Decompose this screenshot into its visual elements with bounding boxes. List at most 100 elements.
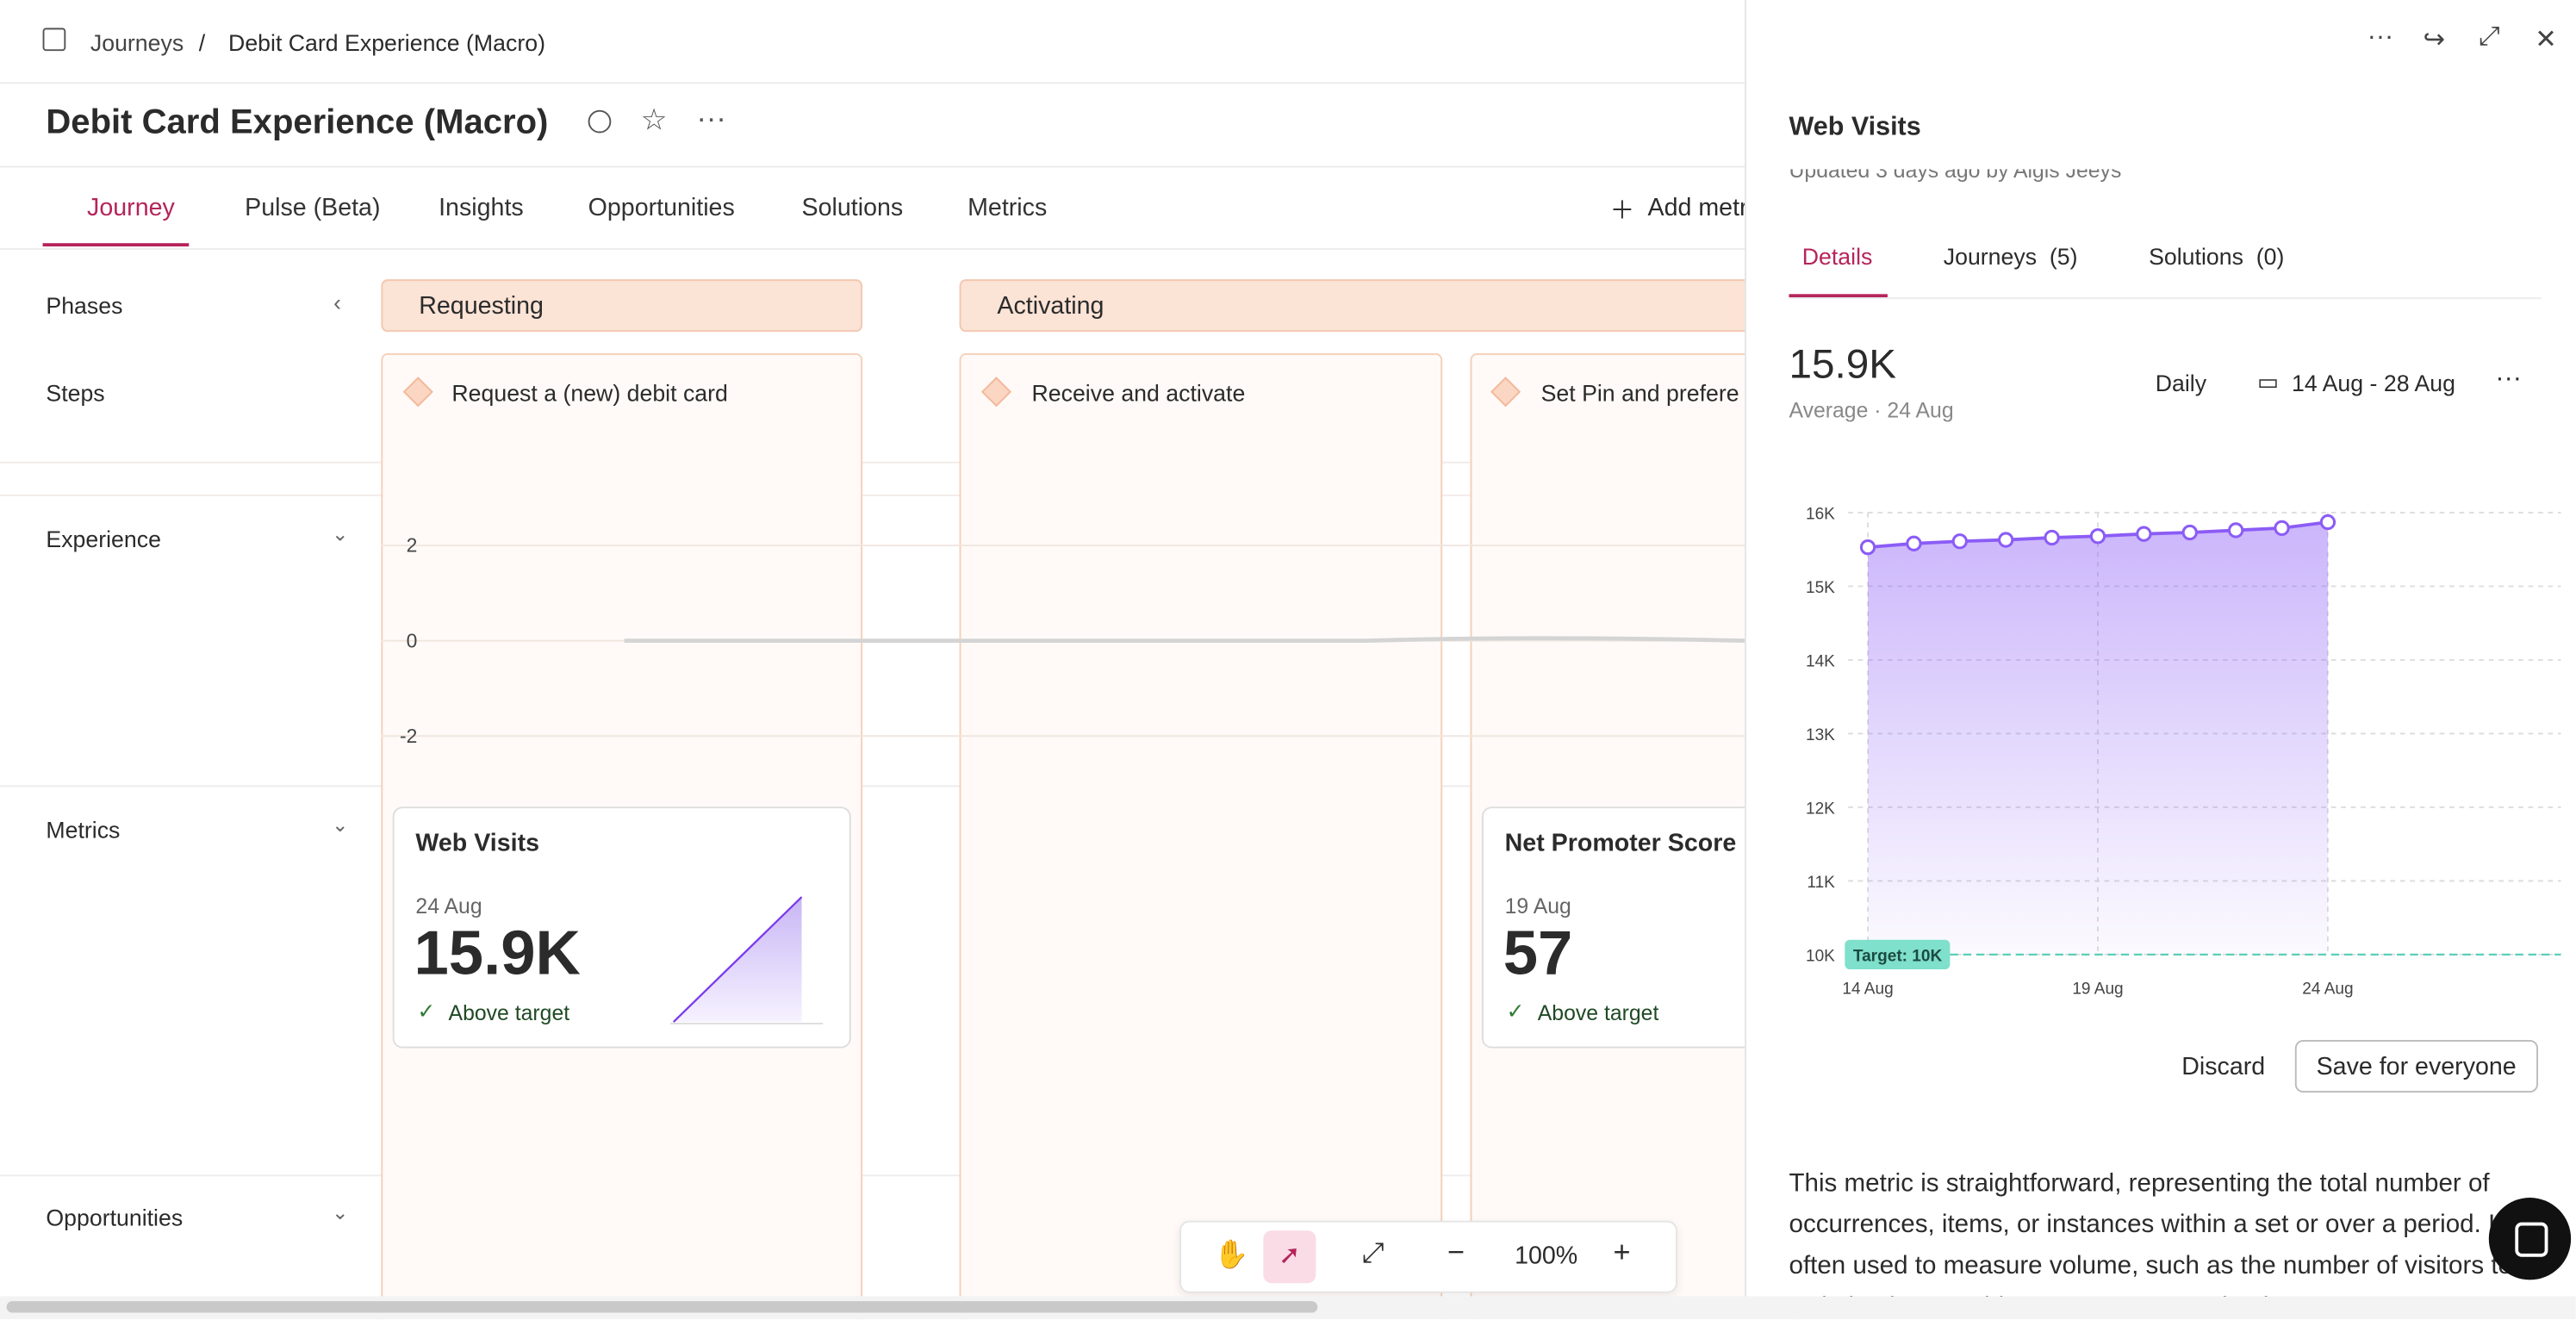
card-date: 24 Aug <box>415 893 482 918</box>
y-tick-label: 12K <box>1806 800 1835 819</box>
row-label: Metrics <box>46 816 121 844</box>
more-icon[interactable]: ··· <box>696 102 726 135</box>
calendar-icon: ▭ <box>2256 368 2280 395</box>
chat-button[interactable] <box>2488 1198 2572 1280</box>
y-tick-label: 15K <box>1806 579 1835 597</box>
card-value: 15.9K <box>414 919 581 989</box>
save-button[interactable]: Save for everyone <box>2294 1040 2538 1093</box>
select-tool[interactable]: ➚ <box>1263 1230 1316 1284</box>
area <box>1868 522 2328 955</box>
scrollbar <box>0 1296 2576 1320</box>
step[interactable]: Set Pin and prefere <box>1540 379 1739 406</box>
toolbar: ✋ ➚ ⤢ − 100% + <box>1179 1220 1677 1293</box>
chevron[interactable]: ⌄ <box>332 1200 349 1224</box>
info-icon[interactable] <box>588 109 612 134</box>
line-chart: 10K 11K 12K 13K 14K 15K 16K 14 Aug 19 Aug 24 Aug T… <box>1806 506 2561 999</box>
zoom-level: 100% <box>1515 1242 1578 1270</box>
panel-tab[interactable]: Solutions (0) <box>2149 243 2285 270</box>
y-tick-label: 16K <box>1806 506 1835 524</box>
expand-icon[interactable]: ⤢ <box>2479 22 2500 52</box>
target-badge <box>1845 939 1951 970</box>
chevron[interactable]: ⌄ <box>332 813 349 837</box>
tab[interactable]: Solutions <box>801 194 904 222</box>
point <box>2274 520 2290 537</box>
check: ✓ <box>417 999 436 1024</box>
card-status: Above target <box>1537 1000 1659 1025</box>
point <box>2089 528 2106 545</box>
y-tick-label: 14K <box>1806 653 1835 671</box>
breadcrumb[interactable]: Journeys <box>90 29 184 56</box>
card-value: 57 <box>1503 919 1573 989</box>
tab-underline <box>1789 294 1888 298</box>
share-icon[interactable]: ↪ <box>2423 26 2446 54</box>
step[interactable]: Receive and activate <box>1031 379 1246 406</box>
x-tick-label: 24 Aug <box>2302 981 2353 999</box>
target-label: Target: 10K <box>1853 947 1943 965</box>
point <box>2319 514 2336 531</box>
date-range[interactable]: 14 Aug - 28 Aug <box>2291 370 2455 396</box>
panel-header <box>1745 84 2576 166</box>
tab[interactable]: Opportunities <box>588 194 735 222</box>
add-icon[interactable]: ＋ <box>1609 196 1635 226</box>
description: This metric is straightforward, represen… <box>1789 1169 2534 1297</box>
divider <box>0 247 1745 250</box>
more-icon[interactable]: ··· <box>2495 364 2522 393</box>
breadcrumb-sep: / <box>198 29 206 56</box>
hand-tool[interactable]: ✋ <box>1214 1238 1249 1270</box>
panel-tab[interactable]: Details <box>1801 243 1873 270</box>
divider <box>0 1174 1745 1177</box>
point <box>1859 539 1876 556</box>
tick-label: -2 <box>400 725 417 747</box>
step[interactable]: Request a (new) debit card <box>451 379 728 406</box>
collapse-icon[interactable]: ‹ <box>333 289 341 316</box>
fit-tool[interactable]: ⤢ <box>1361 1236 1384 1269</box>
tab[interactable]: Pulse (Beta) <box>245 194 381 222</box>
frequency[interactable]: Daily <box>2155 370 2207 396</box>
divider <box>0 461 1745 464</box>
tab[interactable]: Journey <box>87 194 175 222</box>
updated: Updated 3 days ago by Algis Jeeys <box>1789 158 2122 183</box>
x-tick-label: 14 Aug <box>1842 981 1893 999</box>
point <box>1998 532 2014 548</box>
tab-underline <box>42 243 190 247</box>
close-icon[interactable]: ✕ <box>2535 26 2557 54</box>
divider <box>0 494 1745 496</box>
x-tick-label: 19 Aug <box>2072 981 2123 999</box>
chevron[interactable]: ⌄ <box>332 522 349 546</box>
tick-label: 0 <box>407 629 418 651</box>
metric-card[interactable]: Web Visits 24 Aug 15.9K ✓ Above target <box>392 806 851 1049</box>
point <box>1906 535 1922 551</box>
point <box>1951 533 1968 550</box>
point <box>2228 522 2244 539</box>
card-date: 19 Aug <box>1504 893 1571 918</box>
row-label: Steps <box>46 379 105 406</box>
star-icon[interactable]: ☆ <box>640 103 668 137</box>
breadcrumb: Debit Card Experience (Macro) <box>228 29 545 56</box>
tab[interactable]: Metrics <box>968 194 1048 222</box>
row-label: Phases <box>46 292 123 319</box>
chat-icon <box>2515 1222 2548 1257</box>
point <box>2044 529 2060 546</box>
zoom-in[interactable]: + <box>1613 1235 1631 1269</box>
page-title: Debit Card Experience (Macro) <box>46 103 549 141</box>
experience-chart: 2 0 -2 <box>381 534 1745 747</box>
phase[interactable]: Requesting <box>381 279 863 333</box>
phase[interactable]: Activating <box>959 279 1781 333</box>
zoom-out[interactable]: − <box>1447 1235 1465 1269</box>
row-label: Opportunities <box>46 1204 184 1231</box>
summary-caption: Average · 24 Aug <box>1789 397 1954 423</box>
discard-button[interactable]: Discard <box>2181 1053 2266 1081</box>
sidebar-toggle[interactable] <box>42 28 66 52</box>
divider <box>0 165 1745 168</box>
add-metric[interactable]: Add metr <box>1647 194 1748 222</box>
y-tick-label: 11K <box>1807 874 1835 892</box>
sparkline <box>669 896 824 1024</box>
card-title: Web Visits <box>415 829 540 858</box>
scroll-thumb[interactable] <box>6 1301 1318 1313</box>
more-icon[interactable]: ··· <box>2367 22 2394 52</box>
tab[interactable]: Insights <box>439 194 524 222</box>
panel-tab[interactable]: Journeys (5) <box>1943 243 2078 270</box>
check: ✓ <box>1506 999 1525 1024</box>
point <box>2136 526 2152 542</box>
